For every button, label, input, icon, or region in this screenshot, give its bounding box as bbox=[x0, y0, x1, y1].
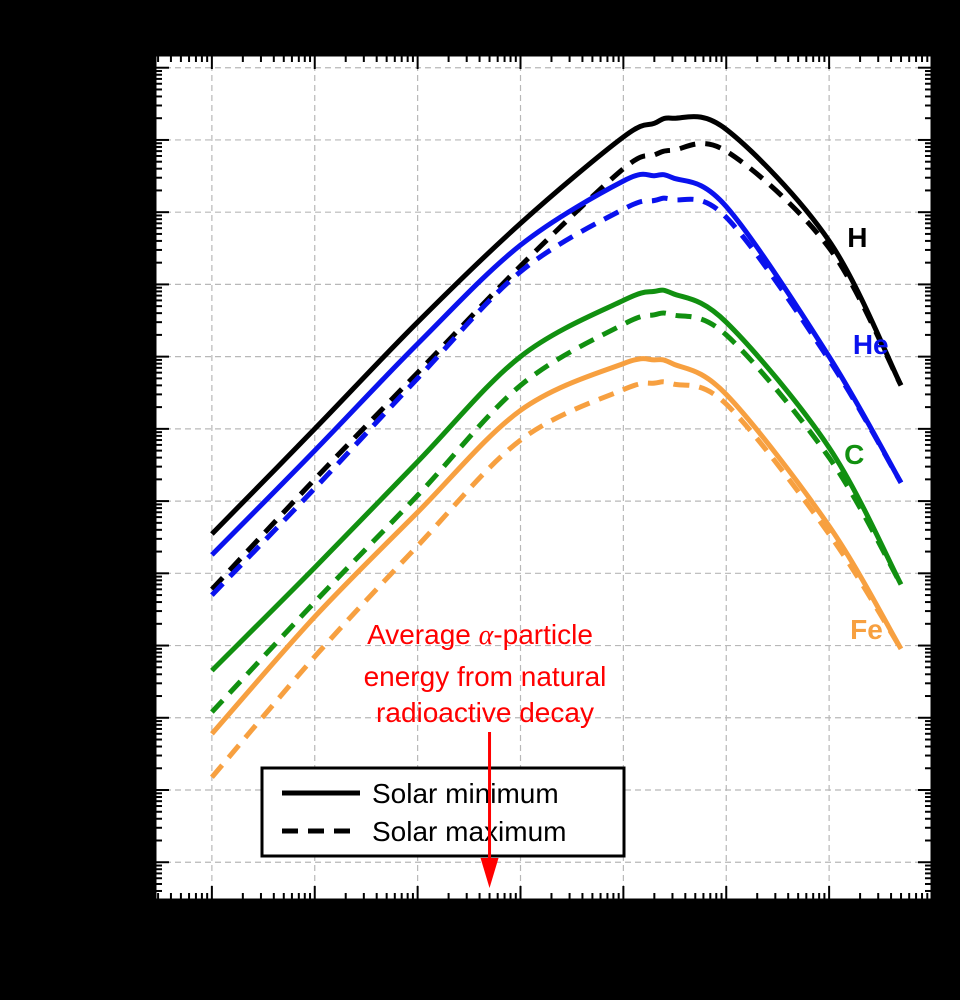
series-he-solar-maximum bbox=[210, 195, 904, 597]
series-fe-solar-minimum bbox=[210, 356, 904, 736]
y-tick-label: 10−1 bbox=[92, 338, 145, 373]
series-fe-solar-maximum bbox=[209, 379, 904, 779]
x-tick-label: 10 bbox=[505, 921, 536, 952]
y-tick-label: 10−7 bbox=[92, 771, 145, 806]
y-tick-label: 1 bbox=[129, 269, 145, 300]
x-tick-label: 103 bbox=[705, 917, 747, 952]
series-he-solar-minimum bbox=[210, 171, 904, 557]
series-label-c: C bbox=[844, 439, 864, 470]
y-tick-label: 10−4 bbox=[92, 554, 145, 589]
series-label-h: H bbox=[847, 222, 867, 253]
annotation-line-2: energy from natural bbox=[364, 661, 607, 692]
y-tick-label: 102 bbox=[103, 121, 145, 156]
legend-box bbox=[260, 766, 626, 858]
y-tick-label: 10−2 bbox=[92, 410, 145, 445]
series-c-solar-maximum bbox=[210, 310, 904, 714]
y-tick-label: 10−5 bbox=[92, 627, 145, 662]
series-h-solar-maximum bbox=[210, 141, 904, 592]
alpha-annotation: Average α-particle energy from natural rad… bbox=[364, 619, 607, 888]
series-label-fe: Fe bbox=[850, 614, 883, 645]
y-axis-label: Particles/(cm² day MeV/n) bbox=[33, 316, 64, 638]
grid-lines bbox=[155, 55, 932, 900]
y-tick-label: 10−8 bbox=[92, 843, 145, 878]
legend-label: Solar maximum bbox=[372, 816, 566, 847]
series-c-solar-minimum bbox=[210, 287, 904, 673]
x-tick-label: 102 bbox=[603, 917, 645, 952]
x-tick-label: 10−2 bbox=[185, 917, 238, 952]
x-tick-label: 105 bbox=[911, 917, 953, 952]
legend-label: Solar minimum bbox=[372, 778, 559, 809]
annotation-line-3: radioactive decay bbox=[376, 697, 594, 728]
x-tick-label: 1 bbox=[410, 921, 426, 952]
plot-frame bbox=[153, 53, 934, 902]
x-tick-label: 10−1 bbox=[288, 917, 341, 952]
series-label-he: He bbox=[853, 329, 889, 360]
y-tick-label: 103 bbox=[103, 49, 145, 84]
tick-labels: 10−2 10−1 1 10 102 103 104 10510310210110−110−2… bbox=[92, 49, 953, 952]
series-h-solar-minimum bbox=[210, 113, 904, 536]
x-axis-label: Kinetic energy [MeV/n] bbox=[403, 963, 685, 994]
annotation-arrow-head bbox=[480, 858, 499, 888]
annotation-line-1: Average α-particle bbox=[367, 619, 593, 651]
x-tick-label: 104 bbox=[808, 917, 850, 952]
legend: Solar minimum Solar maximum bbox=[260, 766, 626, 858]
plot-area bbox=[155, 55, 932, 900]
y-tick-label: 10−3 bbox=[92, 482, 145, 517]
y-tick-label: 10 bbox=[114, 197, 145, 228]
y-tick-label: 10−6 bbox=[92, 699, 145, 734]
series-labels: H He C Fe bbox=[844, 222, 888, 645]
series-group bbox=[209, 113, 904, 779]
